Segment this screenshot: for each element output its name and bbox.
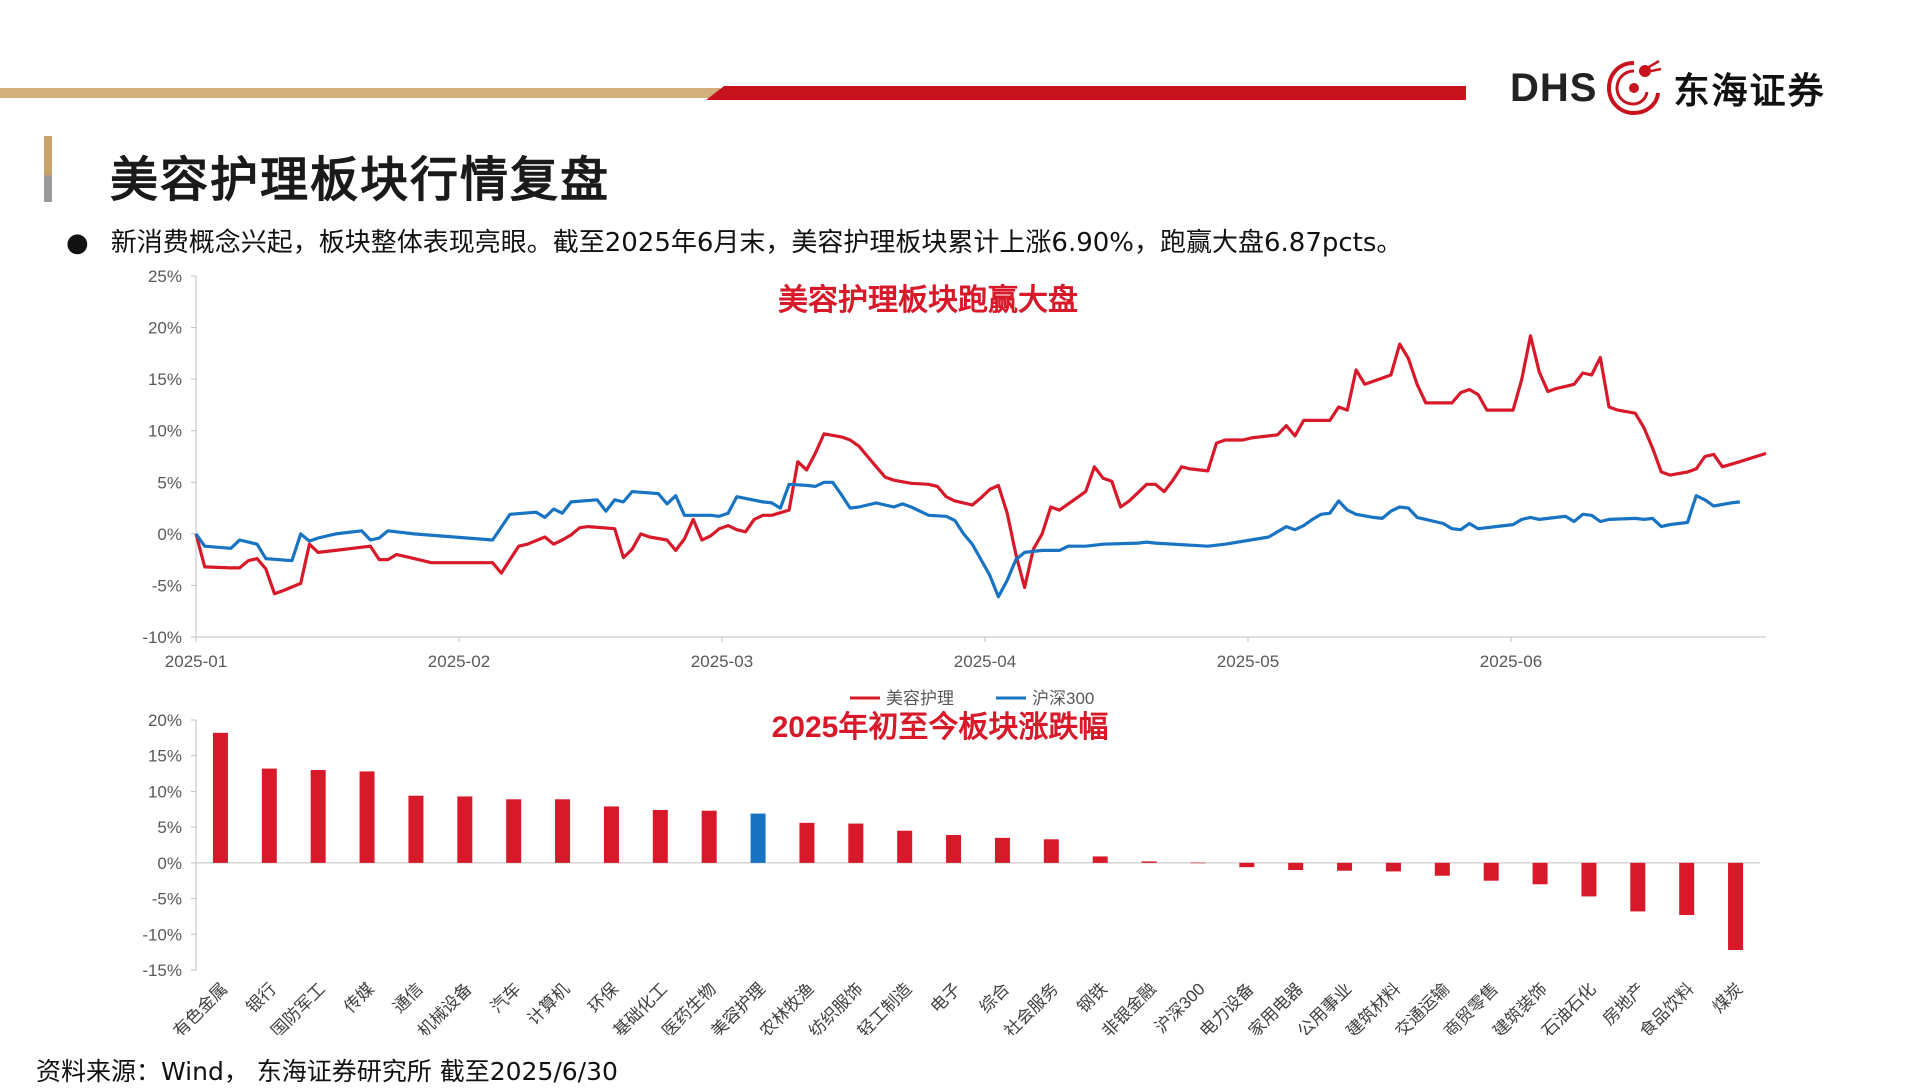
category-label: 通信 bbox=[389, 979, 426, 1016]
series-line-csi300 bbox=[194, 480, 1740, 599]
category-label: 机械设备 bbox=[414, 979, 476, 1035]
category-label: 计算机 bbox=[524, 979, 573, 1028]
bar bbox=[603, 806, 619, 863]
source-note: 资料来源：Wind， 东海证券研究所 截至2025/6/30 bbox=[36, 1057, 618, 1086]
category-label: 社会服务 bbox=[1001, 979, 1063, 1035]
category-label: 钢铁 bbox=[1074, 979, 1111, 1016]
dragon-logo-icon bbox=[1607, 59, 1662, 116]
bar bbox=[994, 837, 1010, 863]
bar bbox=[457, 796, 473, 863]
category-label: 综合 bbox=[976, 979, 1013, 1016]
category-label: 银行 bbox=[243, 979, 280, 1016]
bar bbox=[408, 795, 424, 863]
category-label: 汽车 bbox=[487, 979, 524, 1016]
bar bbox=[1581, 862, 1597, 897]
y-tick-label: 20% bbox=[148, 319, 182, 338]
y-tick-label: -10% bbox=[142, 925, 182, 944]
x-tick-label: 2025-02 bbox=[428, 652, 490, 671]
y-tick-label: 15% bbox=[148, 747, 182, 766]
title-accent-mark bbox=[44, 136, 52, 202]
y-tick-label: -5% bbox=[152, 576, 182, 595]
header-gold-stripe bbox=[0, 88, 720, 98]
bar bbox=[897, 830, 913, 863]
bar bbox=[848, 823, 864, 863]
bar bbox=[1043, 839, 1059, 863]
bar bbox=[1092, 856, 1108, 863]
y-tick-label: 25% bbox=[148, 267, 182, 286]
summary-bullet: ● 新消费概念兴起，板块整体表现亮眼。截至2025年6月末，美容护理板块累计上涨6… bbox=[66, 222, 1402, 259]
bar bbox=[1483, 862, 1499, 881]
bar bbox=[310, 770, 326, 863]
y-tick-label: 0% bbox=[157, 854, 182, 873]
bar bbox=[506, 799, 522, 863]
category-label: 有色金属 bbox=[170, 979, 232, 1035]
bar-chart-title: 2025年初至今板块涨跌幅 bbox=[772, 710, 1109, 744]
bar bbox=[1630, 862, 1646, 912]
bar bbox=[1434, 862, 1450, 876]
bar bbox=[750, 813, 766, 863]
header-red-stripe bbox=[706, 86, 1466, 100]
bar bbox=[1337, 862, 1353, 871]
bar bbox=[261, 768, 277, 863]
bar bbox=[1239, 862, 1255, 868]
page-title: 美容护理板块行情复盘 bbox=[110, 152, 611, 208]
category-label: 电子 bbox=[927, 979, 964, 1016]
line-chart-title: 美容护理板块跑赢大盘 bbox=[778, 283, 1078, 317]
bar bbox=[946, 835, 962, 863]
bar bbox=[1385, 862, 1401, 872]
company-logo: DHS 东海证券 bbox=[1510, 58, 1825, 118]
category-label: 轻工制造 bbox=[854, 979, 916, 1035]
category-label: 非银金融 bbox=[1098, 979, 1160, 1035]
y-tick-label: -5% bbox=[152, 890, 182, 909]
y-tick-label: -10% bbox=[142, 628, 182, 647]
y-tick-label: 5% bbox=[157, 473, 182, 492]
bullet-dot-icon: ● bbox=[66, 228, 89, 258]
category-label: 环保 bbox=[585, 979, 622, 1016]
bar bbox=[359, 771, 375, 863]
bar bbox=[1679, 862, 1695, 915]
legend-label: 沪深300 bbox=[1032, 689, 1094, 708]
y-tick-label: 10% bbox=[148, 422, 182, 441]
category-label: 国防军工 bbox=[267, 979, 329, 1035]
category-label: 传媒 bbox=[340, 979, 377, 1016]
category-label: 煤炭 bbox=[1709, 979, 1746, 1016]
summary-text: 新消费概念兴起，板块整体表现亮眼。截至2025年6月末，美容护理板块累计上涨6.… bbox=[110, 228, 1403, 258]
x-tick-label: 2025-01 bbox=[165, 652, 227, 671]
bar bbox=[1532, 862, 1548, 885]
bar bbox=[212, 732, 228, 863]
bar bbox=[1141, 861, 1157, 863]
category-label: 石油石化 bbox=[1538, 979, 1600, 1035]
bar bbox=[701, 810, 717, 863]
y-tick-label: 5% bbox=[157, 818, 182, 837]
bar bbox=[555, 799, 571, 863]
x-tick-label: 2025-04 bbox=[954, 652, 1016, 671]
line-chart: -10% -5% 0% 5% 10% 15% 20% 25% 2025-01 2025-02 202… bbox=[142, 267, 1767, 708]
y-tick-label: 15% bbox=[148, 370, 182, 389]
x-tick-label: 2025-05 bbox=[1217, 652, 1279, 671]
y-tick-label: 20% bbox=[148, 711, 182, 730]
bar bbox=[1288, 862, 1304, 870]
logo-brand: DHS bbox=[1510, 65, 1598, 110]
x-tick-label: 2025-06 bbox=[1480, 652, 1542, 671]
bar-chart: -15% -10% -5% 0% 5% 10% 15% 20% 2025年初至今板块涨跌幅有色金… bbox=[142, 710, 1760, 1035]
bar bbox=[1728, 862, 1744, 950]
y-tick-label: -15% bbox=[142, 961, 182, 980]
x-tick-label: 2025-03 bbox=[691, 652, 753, 671]
y-tick-label: 0% bbox=[157, 525, 182, 544]
logo-company-name: 东海证券 bbox=[1673, 71, 1826, 112]
series-line-beauty-care bbox=[194, 334, 1767, 596]
bar bbox=[1190, 862, 1206, 864]
y-tick-label: 10% bbox=[148, 782, 182, 801]
legend-label: 美容护理 bbox=[886, 689, 954, 708]
bar bbox=[799, 822, 815, 863]
category-label: 食品饮料 bbox=[1636, 979, 1698, 1035]
bar bbox=[652, 810, 668, 863]
